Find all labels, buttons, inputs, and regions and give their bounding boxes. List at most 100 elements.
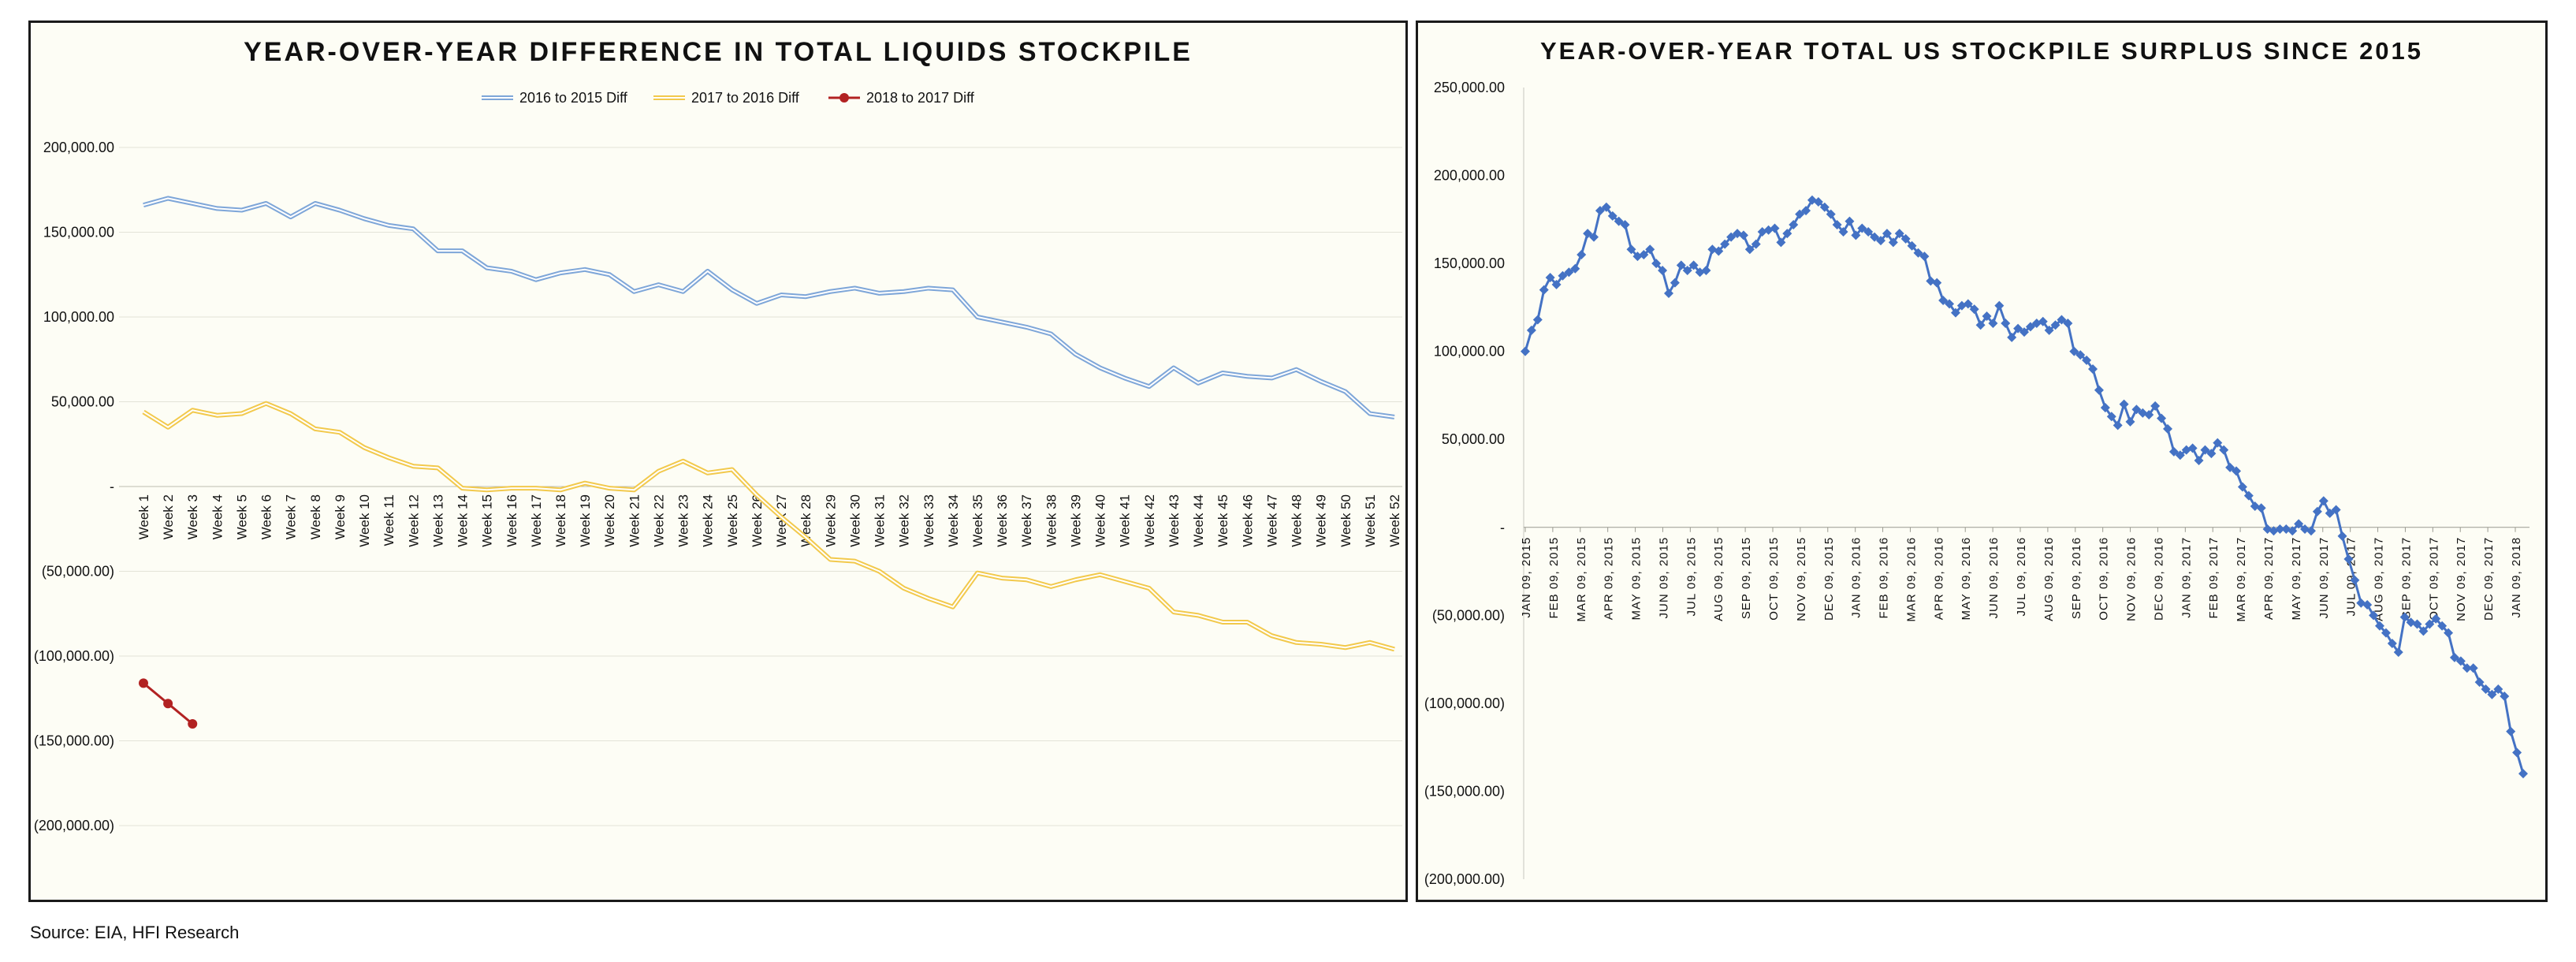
- y-tick-label: 250,000.00: [1434, 80, 1505, 95]
- x-tick-label: Week 18: [553, 494, 568, 547]
- data-point: [2206, 449, 2217, 459]
- x-tick-label: Week 52: [1387, 494, 1402, 547]
- x-tick-label: DEC 09, 2016: [2152, 537, 2165, 621]
- data-point: [2369, 610, 2379, 621]
- data-point: [1595, 206, 1605, 216]
- x-tick-label: APR 09, 2017: [2262, 537, 2276, 620]
- y-tick-label: (200,000.00): [34, 818, 114, 833]
- data-point: [2200, 445, 2210, 455]
- data-point: [2119, 399, 2129, 409]
- data-point: [1900, 233, 1911, 244]
- x-tick-label: Week 9: [333, 494, 348, 539]
- left-chart-panel: YEAR-OVER-YEAR DIFFERENCE IN TOTAL LIQUI…: [28, 21, 1408, 902]
- x-tick-label: Week 20: [602, 494, 617, 547]
- right-chart-plot: 250,000.00 200,000.00 150,000.00 100,000.00…: [1424, 80, 2529, 887]
- data-point: [1545, 272, 1555, 282]
- x-tick-label: JAN 09, 2016: [1850, 537, 1863, 618]
- y-tick-label: 150,000.00: [1434, 255, 1505, 271]
- data-point: [2418, 626, 2429, 636]
- x-tick-label: Week 38: [1044, 494, 1059, 547]
- x-tick-label: Week 8: [308, 494, 323, 539]
- data-point: [2044, 325, 2054, 335]
- data-point: [2007, 332, 2017, 342]
- data-point: [1601, 202, 1611, 212]
- data-point: [1682, 266, 1692, 276]
- x-tick-label: Week 14: [456, 494, 471, 547]
- data-point: [1907, 240, 1917, 251]
- x-tick-label: MAY 09, 2017: [2290, 537, 2303, 621]
- data-point: [2019, 327, 2029, 337]
- x-tick-label: Week 44: [1191, 494, 1206, 547]
- y-tick-label: (100,000.00): [34, 648, 114, 664]
- data-point: [2157, 413, 2167, 423]
- y-tick-label: (100,000.00): [1424, 695, 1505, 711]
- data-point: [2063, 318, 2073, 328]
- y-tick-label: (50,000.00): [42, 564, 114, 580]
- x-tick-label: OCT 09, 2015: [1767, 537, 1781, 621]
- x-tick-label: SEP 09, 2015: [1740, 537, 1753, 619]
- data-point: [2412, 619, 2422, 629]
- data-point: [1950, 308, 1960, 318]
- data-point: [2337, 531, 2347, 541]
- x-tick-label: Week 13: [430, 494, 445, 547]
- y-tick-label: (150,000.00): [1424, 783, 1505, 799]
- x-tick-label: JAN 09, 2018: [2510, 537, 2523, 618]
- x-tick-label: JAN 09, 2015: [1520, 537, 1533, 618]
- legend-label: 2016 to 2015 Diff: [519, 90, 628, 106]
- data-point: [1645, 244, 1655, 255]
- data-point: [2325, 508, 2335, 518]
- data-point: [2144, 409, 2154, 419]
- series-line-outer: [142, 401, 1395, 652]
- legend-label: 2017 to 2016 Diff: [691, 90, 800, 106]
- x-tick-label: Week 26: [750, 494, 765, 547]
- data-point: [1776, 237, 1786, 248]
- x-tick-label: MAR 09, 2017: [2235, 537, 2248, 622]
- data-point: [1913, 248, 1923, 258]
- data-point: [1576, 249, 1587, 259]
- data-point: [1770, 223, 1780, 233]
- x-tick-label: JUN 09, 2016: [1987, 537, 2001, 619]
- data-point: [1688, 260, 1699, 270]
- data-point: [2506, 726, 2516, 736]
- x-tick-label: OCT 09, 2016: [2098, 537, 2111, 621]
- data-point: [2318, 496, 2328, 506]
- data-point: [1819, 202, 1830, 212]
- data-point: [2213, 438, 2223, 448]
- data-point: [2219, 445, 2229, 455]
- data-point: [2243, 490, 2254, 501]
- data-point: [1982, 311, 1992, 322]
- data-point: [2288, 526, 2298, 536]
- data-point: [1583, 229, 1593, 239]
- data-point: [1521, 346, 1530, 356]
- data-point: [2050, 320, 2060, 330]
- y-tick-label: 100,000.00: [43, 309, 114, 325]
- data-point: [2431, 613, 2441, 624]
- data-point: [1945, 299, 1955, 309]
- data-point: [1832, 220, 1842, 230]
- data-point: [1826, 209, 1836, 219]
- data-point: [1894, 229, 1904, 239]
- x-tick-label: Week 16: [504, 494, 519, 547]
- x-tick-label: Week 10: [357, 494, 372, 547]
- x-tick-label: Week 41: [1118, 494, 1133, 547]
- data-point: [1589, 232, 1599, 242]
- x-tick-label: JUN 09, 2015: [1657, 537, 1670, 619]
- data-point: [1526, 325, 1536, 335]
- data-point: [2493, 684, 2503, 695]
- data-point: [1882, 229, 1892, 239]
- source-note: Source: EIA, HFI Research: [30, 923, 240, 942]
- data-point: [2106, 412, 2116, 422]
- data-point: [2362, 599, 2373, 610]
- series-line-outer: [143, 196, 1395, 419]
- x-tick-label: Week 3: [185, 494, 200, 539]
- y-tick-label: -: [1500, 520, 1505, 535]
- data-point: [2468, 663, 2478, 673]
- y-tick-label: 150,000.00: [43, 225, 114, 240]
- x-tick-label: NOV 09, 2017: [2455, 537, 2468, 621]
- left-chart-title: YEAR-OVER-YEAR DIFFERENCE IN TOTAL LIQUI…: [244, 37, 1193, 67]
- y-tick-label: 200,000.00: [1434, 168, 1505, 184]
- data-point: [1720, 239, 1730, 249]
- data-point: [2232, 466, 2242, 476]
- x-tick-label: Week 29: [823, 494, 838, 547]
- x-tick-label: NOV 09, 2016: [2125, 537, 2139, 621]
